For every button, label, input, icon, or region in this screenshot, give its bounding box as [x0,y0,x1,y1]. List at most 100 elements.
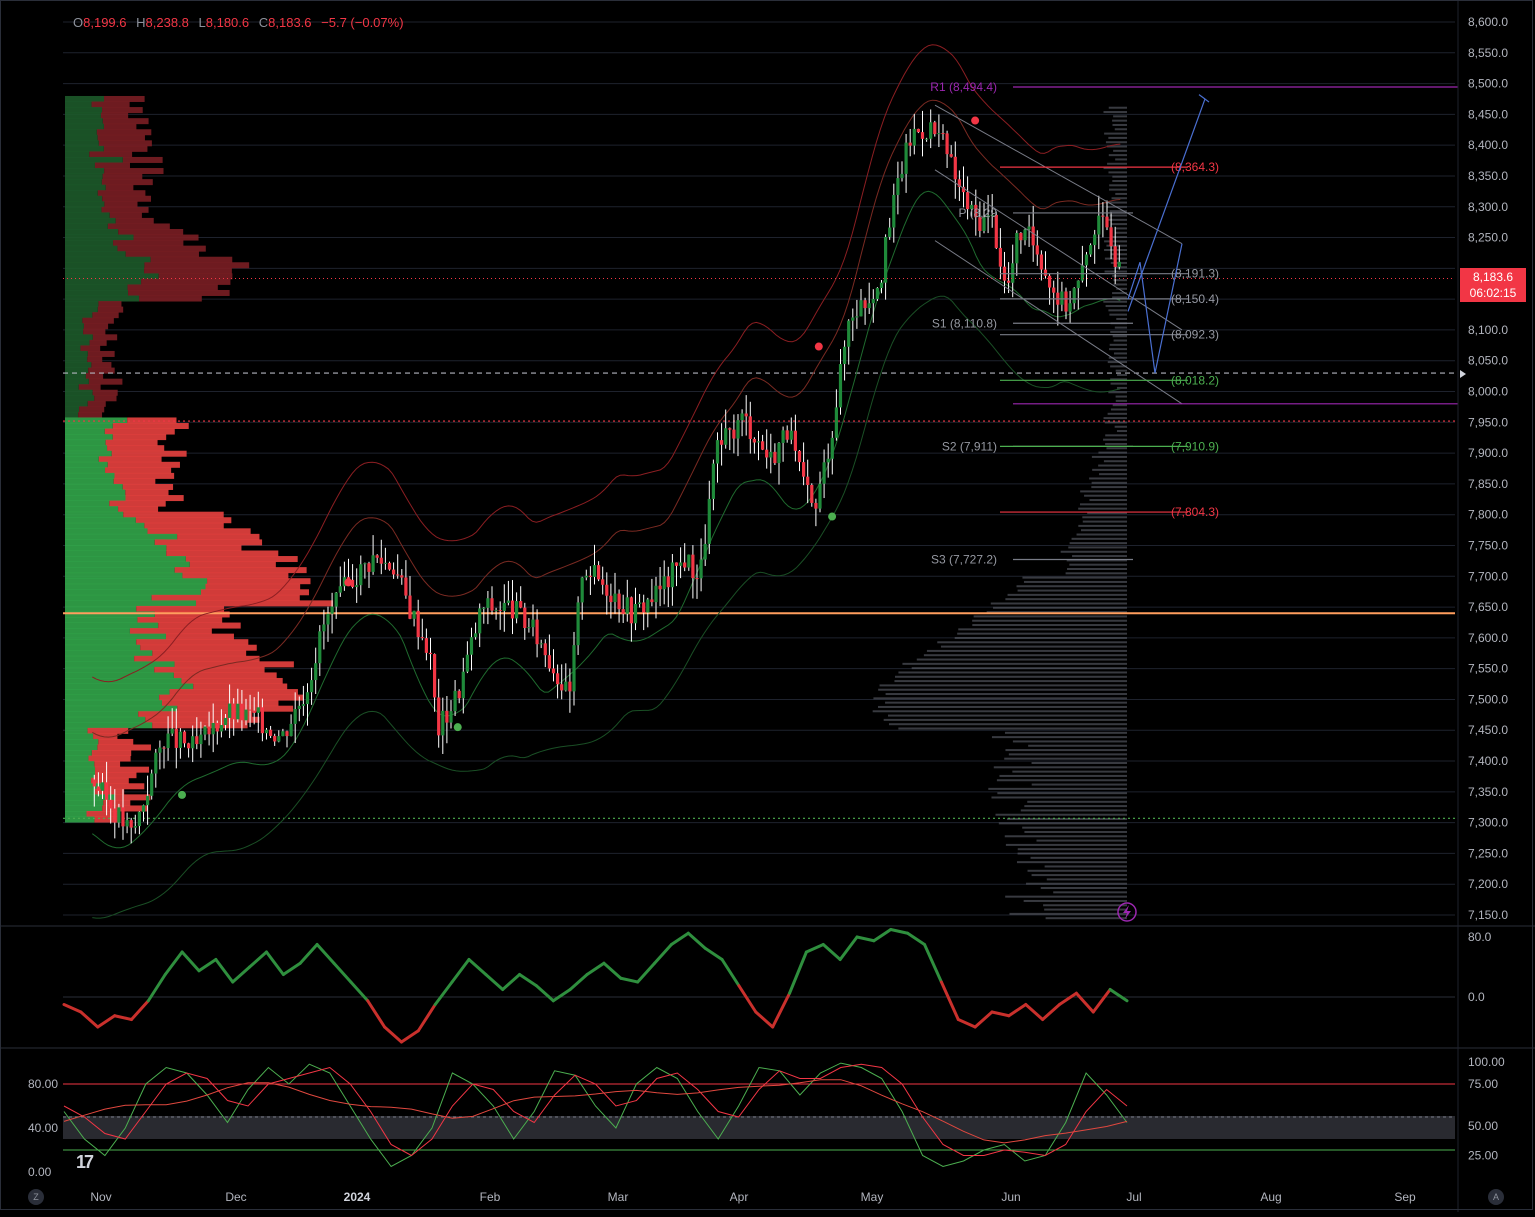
volume-profile-bar-down [118,229,184,236]
candle-up [137,811,141,827]
volume-profile-bar-up [65,262,145,269]
price-tick-label: 7,450.0 [1468,723,1508,737]
volume-profile-bar-down [151,594,300,601]
upper-band-inner [92,99,1121,738]
volume-profile-bar-up [65,528,148,535]
volume-profile-bar-up [65,750,92,757]
candle-down [186,743,191,749]
volume-profile-bar [1103,300,1127,303]
osc-segment [518,973,538,988]
candle-down [588,575,592,577]
candle-down [510,600,515,619]
candle-up [277,736,281,742]
volume-profile-bar-up [65,362,92,369]
candle-up [293,709,297,724]
volume-profile-bar [1108,171,1127,174]
candle-up [236,703,240,720]
volume-profile-bar-down [200,589,309,596]
candle-down [490,598,494,611]
candle-down [498,610,502,612]
osc-segment [568,973,589,991]
volume-profile-bar-up [65,761,95,768]
candle-down [174,728,178,748]
open-label: O [73,15,84,30]
candle-up [371,555,375,572]
volume-profile-bar [1104,270,1127,273]
volume-profile-bar-down [88,378,123,385]
volume-profile-bar [1066,559,1127,562]
candle-down [551,668,556,674]
candle-down [1052,287,1056,293]
volume-profile-bar-down [165,633,234,640]
stoch-right-tick: 50.00 [1468,1119,1498,1133]
candle-down [916,128,920,133]
volume-profile-bar [888,714,1127,717]
volume-profile-bar-up [65,301,99,308]
osc-segment [1108,988,1129,1003]
time-tick-label: Nov [90,1190,111,1204]
volume-profile-bar-up [65,810,87,817]
volume-profile-bar-up [65,672,174,679]
volume-profile-bar [1109,343,1127,346]
volume-profile-bar-down [147,528,251,535]
candle-down [617,593,621,610]
candle-down [1035,245,1039,255]
auto-scale-icon[interactable]: A [1488,1189,1504,1205]
candle-down [695,578,699,580]
candle-up [613,593,617,603]
candle-up [711,463,715,499]
price-tick-label: 7,800.0 [1468,508,1508,522]
signal-dot [814,342,823,351]
volume-profile-bar-down [122,483,174,490]
volume-profile-bar-up [65,406,80,413]
candle-up [219,725,223,732]
volume-profile-bar-up [65,611,155,618]
volume-profile-bar-down [102,195,151,202]
volume-profile-bar [1109,313,1127,316]
candle-down [957,179,961,187]
osc-segment [298,943,319,965]
price-tick-label: 8,350.0 [1468,169,1508,183]
volume-profile-bar-up [65,722,153,729]
volume-profile-bar-up [65,140,99,147]
low-value: 8,180.6 [205,15,250,30]
osc-segment [248,950,268,969]
candle-up [1088,245,1093,255]
volume-profile-bar-down [87,400,106,407]
candle-down [400,575,404,578]
volume-profile-bar-down [105,184,134,191]
volume-profile-bar-up [65,539,155,546]
volume-profile-bar-up [65,245,118,252]
price-tick-label: 7,500.0 [1468,692,1508,706]
arrow-up-icon [1198,94,1210,103]
zoom-toggle-icon[interactable]: Z [28,1189,44,1205]
signal-dots [178,116,980,799]
osc-segment [146,973,167,1003]
candle-down [658,585,662,590]
candle-down [978,217,982,231]
osc-segment [383,1025,403,1044]
volume-profile-bar-down [92,389,118,396]
candle-up [441,710,445,736]
osc-segment [855,935,876,943]
volume-profile-bar-down [136,605,225,612]
upper-band-outer [92,44,1121,683]
volume-profile-bar [1012,770,1127,773]
time-tick-label: Apr [730,1190,749,1204]
volume-profile-bar-down [109,212,142,219]
volume-profile-bar-up [65,278,142,285]
candle-up [117,807,121,823]
candle-up [970,204,974,210]
volume-profile-bar-down [117,245,206,252]
candle-down [1113,246,1117,267]
osc-segment [484,973,505,991]
volume-profile-bar-up [65,339,90,346]
volume-profile-bar [1111,197,1127,200]
volume-profile-bar-up [65,389,93,396]
osc-segment [180,950,201,973]
volume-profile-bar-down [88,755,131,762]
candle-down [1019,232,1023,241]
volume-profile-bar-down [115,217,154,224]
